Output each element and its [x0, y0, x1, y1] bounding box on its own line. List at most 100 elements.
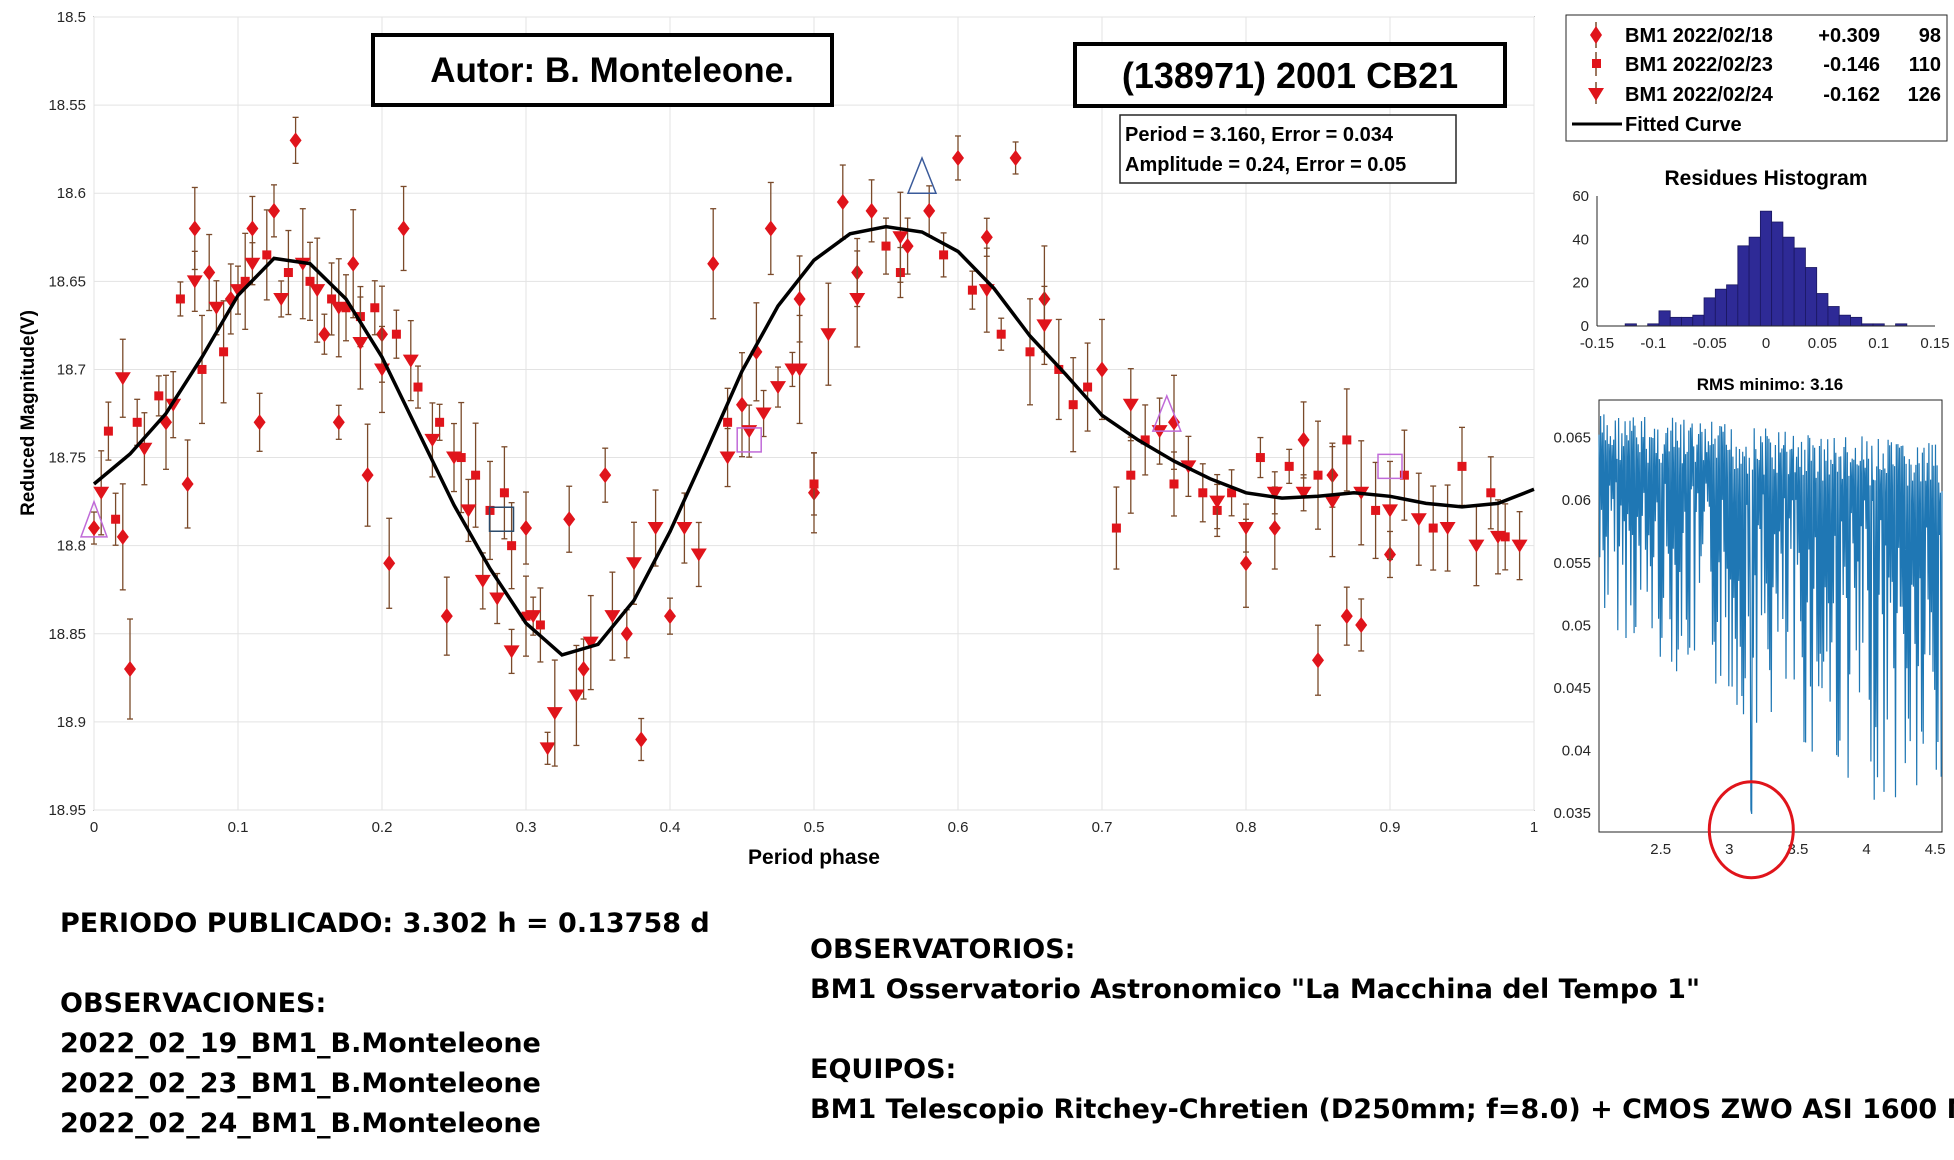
data-point-diamond [253, 414, 266, 431]
observatories-heading: OBSERVATORIOS: [810, 934, 1076, 965]
x-tick-label: 0 [90, 819, 98, 836]
data-point-square [1457, 461, 1467, 471]
x-tick-label: 0.4 [660, 819, 681, 836]
author-text: Autor: B. Monteleone. [430, 51, 794, 90]
data-point-triangle [690, 548, 707, 562]
data-point-triangle [93, 486, 110, 500]
data-point-square [507, 541, 517, 551]
bottom-right-text: OBSERVATORIOS: BM1 Osservatorio Astronom… [810, 930, 1954, 1130]
legend-entry-2: BM1 2022/02/23 -0.146 110 [1592, 52, 1941, 76]
rms-line [1598, 414, 1943, 815]
legend-name-4: Fitted Curve [1625, 114, 1742, 136]
data-point-triangle [1410, 513, 1427, 527]
session-start-marker [488, 506, 515, 532]
data-point-triangle [474, 574, 491, 588]
data-point-diamond [1340, 608, 1353, 625]
data-point-square [1111, 523, 1121, 533]
data-point-triangle [446, 451, 462, 465]
data-point-triangle [1324, 495, 1341, 509]
data-point-square [197, 364, 207, 374]
object-text: (138971) 2001 CB21 [1122, 55, 1458, 96]
rms-minimum-circle [1707, 780, 1795, 880]
data-point-triangle [330, 301, 347, 315]
period-text: Period = 3.160, Error = 0.034 [1125, 124, 1394, 146]
histogram-title: Residues Histogram [1664, 167, 1867, 190]
histogram-y-tick: 0 [1581, 318, 1589, 335]
data-point-diamond [865, 202, 878, 219]
data-point-triangle [604, 610, 621, 624]
observation-1: 2022_02_19_BM1_B.Monteleone [60, 1028, 541, 1059]
data-point-diamond [397, 220, 410, 237]
data-point-diamond [181, 475, 194, 492]
histogram-bar [1805, 267, 1818, 327]
data-point-square [391, 329, 401, 339]
histogram-y-tick: 40 [1572, 231, 1589, 248]
data-point-square [1068, 400, 1078, 410]
lightcurve-grid [93, 16, 1535, 811]
bottom-left-text: PERIODO PUBLICADO: 3.302 h = 0.13758 d O… [60, 904, 710, 1144]
data-point-square [1342, 435, 1352, 445]
data-point-square [456, 453, 466, 463]
data-point-triangle [546, 707, 563, 721]
data-point-triangle [892, 231, 909, 245]
data-point-triangle [273, 292, 290, 306]
legend-count-3: 126 [1908, 84, 1941, 106]
y-tick-label: 18.75 [48, 450, 86, 467]
data-point-square [723, 417, 733, 427]
data-point-diamond [347, 255, 360, 272]
data-point-triangle [1122, 398, 1139, 412]
x-tick-label: 1 [1530, 819, 1538, 836]
data-point-square [1371, 505, 1381, 515]
rms-y-tick: 0.065 [1553, 430, 1591, 447]
rms-y-tick: 0.04 [1562, 743, 1591, 760]
data-point-square [1126, 470, 1136, 480]
data-point-square [1486, 488, 1496, 498]
rms-x-tick: 2.5 [1650, 841, 1671, 858]
data-point-square [240, 276, 250, 286]
legend-count-2: 110 [1909, 54, 1941, 76]
data-point-square [881, 241, 891, 251]
legend-entry-1: BM1 2022/02/18 +0.309 98 [1590, 22, 1941, 48]
histogram-bar [1737, 245, 1750, 327]
data-point-square [154, 391, 164, 401]
data-point-triangle [424, 433, 441, 447]
legend-triangle-marker [1588, 88, 1604, 101]
histogram-bar [1771, 221, 1784, 327]
data-point-triangle [626, 557, 642, 571]
data-point-triangle [489, 592, 506, 606]
data-point-triangle [582, 636, 599, 650]
x-tick-label: 0.2 [372, 819, 393, 836]
rms-y-tick: 0.035 [1553, 805, 1591, 822]
data-point-triangle [1382, 504, 1398, 518]
histogram-x-tick: 0.15 [1920, 335, 1949, 352]
rms-x-tick: 4 [1862, 841, 1870, 858]
data-point-diamond [203, 264, 216, 281]
published-period: PERIODO PUBLICADO: 3.302 h = 0.13758 d [60, 908, 710, 939]
fitted-curve-line [92, 224, 1535, 657]
y-tick-label: 18.8 [57, 538, 86, 555]
data-point-diamond [1312, 652, 1324, 669]
data-point-diamond [901, 238, 914, 255]
data-point-diamond [440, 608, 453, 625]
histogram-x-tick: 0.05 [1808, 335, 1837, 352]
session-start-marker [906, 155, 938, 194]
lightcurve-y-ticks: 18.5 18.55 18.6 18.65 18.7 18.75 18.8 18.85 18.9… [48, 9, 86, 819]
data-point-square [1255, 453, 1265, 463]
histogram-plot: Residues Histogram -0.15 -0.1 -0.05 0 0.05 0.… [1572, 167, 1949, 352]
histogram-x-tick: -0.05 [1693, 335, 1727, 352]
observation-3: 2022_02_24_BM1_B.Monteleone [60, 1108, 541, 1139]
data-point-diamond [246, 220, 259, 237]
data-point-diamond [268, 202, 280, 219]
data-point-square [219, 347, 229, 357]
rms-y-tick: 0.06 [1562, 492, 1591, 509]
data-point-diamond [923, 202, 936, 219]
y-tick-label: 18.7 [57, 361, 86, 378]
histogram-bar [1692, 314, 1705, 327]
data-point-diamond [318, 326, 331, 343]
data-point-triangle [1468, 539, 1485, 553]
data-point-diamond [599, 467, 612, 484]
data-point-square [283, 268, 293, 278]
data-point-square [341, 303, 351, 313]
data-point-square [435, 417, 445, 427]
observation-2: 2022_02_23_BM1_B.Monteleone [60, 1068, 541, 1099]
